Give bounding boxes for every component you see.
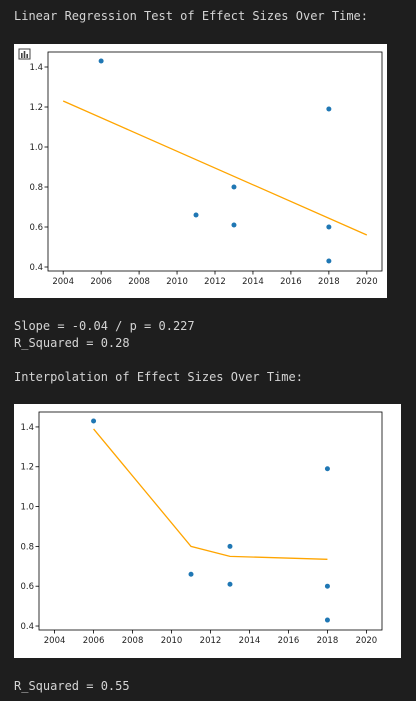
output-heading-regression: Linear Regression Test of Effect Sizes O… (14, 9, 369, 23)
interpolation-x-tick-label: 2018 (317, 636, 339, 646)
interpolation-y-tick-label: 1.2 (20, 463, 34, 473)
interpolation-data-point (227, 543, 233, 549)
regression-y-tick-label: 1.4 (29, 63, 43, 73)
regression-fit-line (62, 100, 368, 236)
regression-data-point (193, 212, 199, 218)
regression-data-point (98, 58, 104, 64)
interpolation-data-point (324, 617, 330, 623)
interpolation-chart-svg: 2004 2006 2008 2010 2012 2014 2016 2018 2020 0.4 0… (20, 411, 383, 646)
interpolation-x-tick-label: 2006 (83, 636, 105, 646)
interpolation-data-point (91, 418, 97, 424)
regression-plot: 2004 2006 2008 2010 2012 2014 2016 2018 2020 0.4 0… (14, 44, 387, 298)
interpolation-plot: 2004 2006 2008 2010 2012 2014 2016 2018 2020 0.4 0… (14, 404, 401, 658)
regression-y-tick-label: 1.0 (29, 143, 43, 153)
regression-data-point (231, 184, 237, 190)
regression-chart-svg: 2004 2006 2008 2010 2012 2014 2016 2018 2020 0.4 0… (18, 48, 383, 287)
interpolation-y-tick-label: 0.8 (20, 542, 34, 552)
regression-x-tick-label: 2016 (280, 277, 302, 287)
bar-chart-icon[interactable] (18, 48, 31, 60)
output-heading-interpolation: Interpolation of Effect Sizes Over Time: (14, 370, 303, 384)
interpolation-y-tick-label: 1.4 (20, 423, 34, 433)
interpolation-x-tick-label: 2016 (278, 636, 300, 646)
regression-x-tick-label: 2012 (204, 277, 226, 287)
interpolation-data-point (227, 581, 233, 587)
regression-x-tick-label: 2018 (318, 277, 340, 287)
interpolation-data-point (188, 571, 194, 577)
regression-x-tick-label: 2008 (128, 277, 150, 287)
interpolation-axes-frame (38, 411, 383, 631)
regression-y-tick-label: 0.4 (29, 263, 43, 273)
regression-x-tick-label: 2014 (242, 277, 264, 287)
interpolation-data-point (324, 466, 330, 472)
interpolation-x-tick-label: 2020 (356, 636, 378, 646)
regression-y-tick-label: 0.8 (29, 183, 43, 193)
regression-x-tick-label: 2020 (356, 277, 378, 287)
regression-x-tick-label: 2006 (90, 277, 112, 287)
regression-axes-frame (47, 51, 383, 272)
interpolation-y-tick-label: 1.0 (20, 503, 34, 513)
interpolation-x-tick-label: 2004 (44, 636, 66, 646)
interpolation-y-tick-label: 0.6 (20, 582, 34, 592)
regression-y-tick-label: 0.6 (29, 223, 43, 233)
interpolation-x-tick-label: 2014 (239, 636, 261, 646)
regression-slope-text: Slope = -0.04 / p = 0.227 (14, 319, 195, 333)
interpolation-fit-line (93, 428, 328, 560)
interpolation-y-tick-label: 0.4 (20, 622, 34, 632)
regression-data-point (326, 258, 332, 264)
interpolation-x-tick-label: 2012 (200, 636, 222, 646)
regression-x-tick-label: 2004 (52, 277, 74, 287)
regression-y-tick-label: 1.2 (29, 103, 43, 113)
interpolation-x-tick-label: 2008 (122, 636, 144, 646)
interpolation-x-tick-label: 2010 (161, 636, 183, 646)
regression-data-point (231, 222, 237, 228)
regression-rsquared-text: R_Squared = 0.28 (14, 336, 130, 350)
regression-data-point (326, 224, 332, 230)
interpolation-rsquared-text: R_Squared = 0.55 (14, 679, 130, 693)
regression-x-tick-label: 2010 (166, 277, 188, 287)
regression-data-point (326, 106, 332, 112)
interpolation-data-point (324, 583, 330, 589)
